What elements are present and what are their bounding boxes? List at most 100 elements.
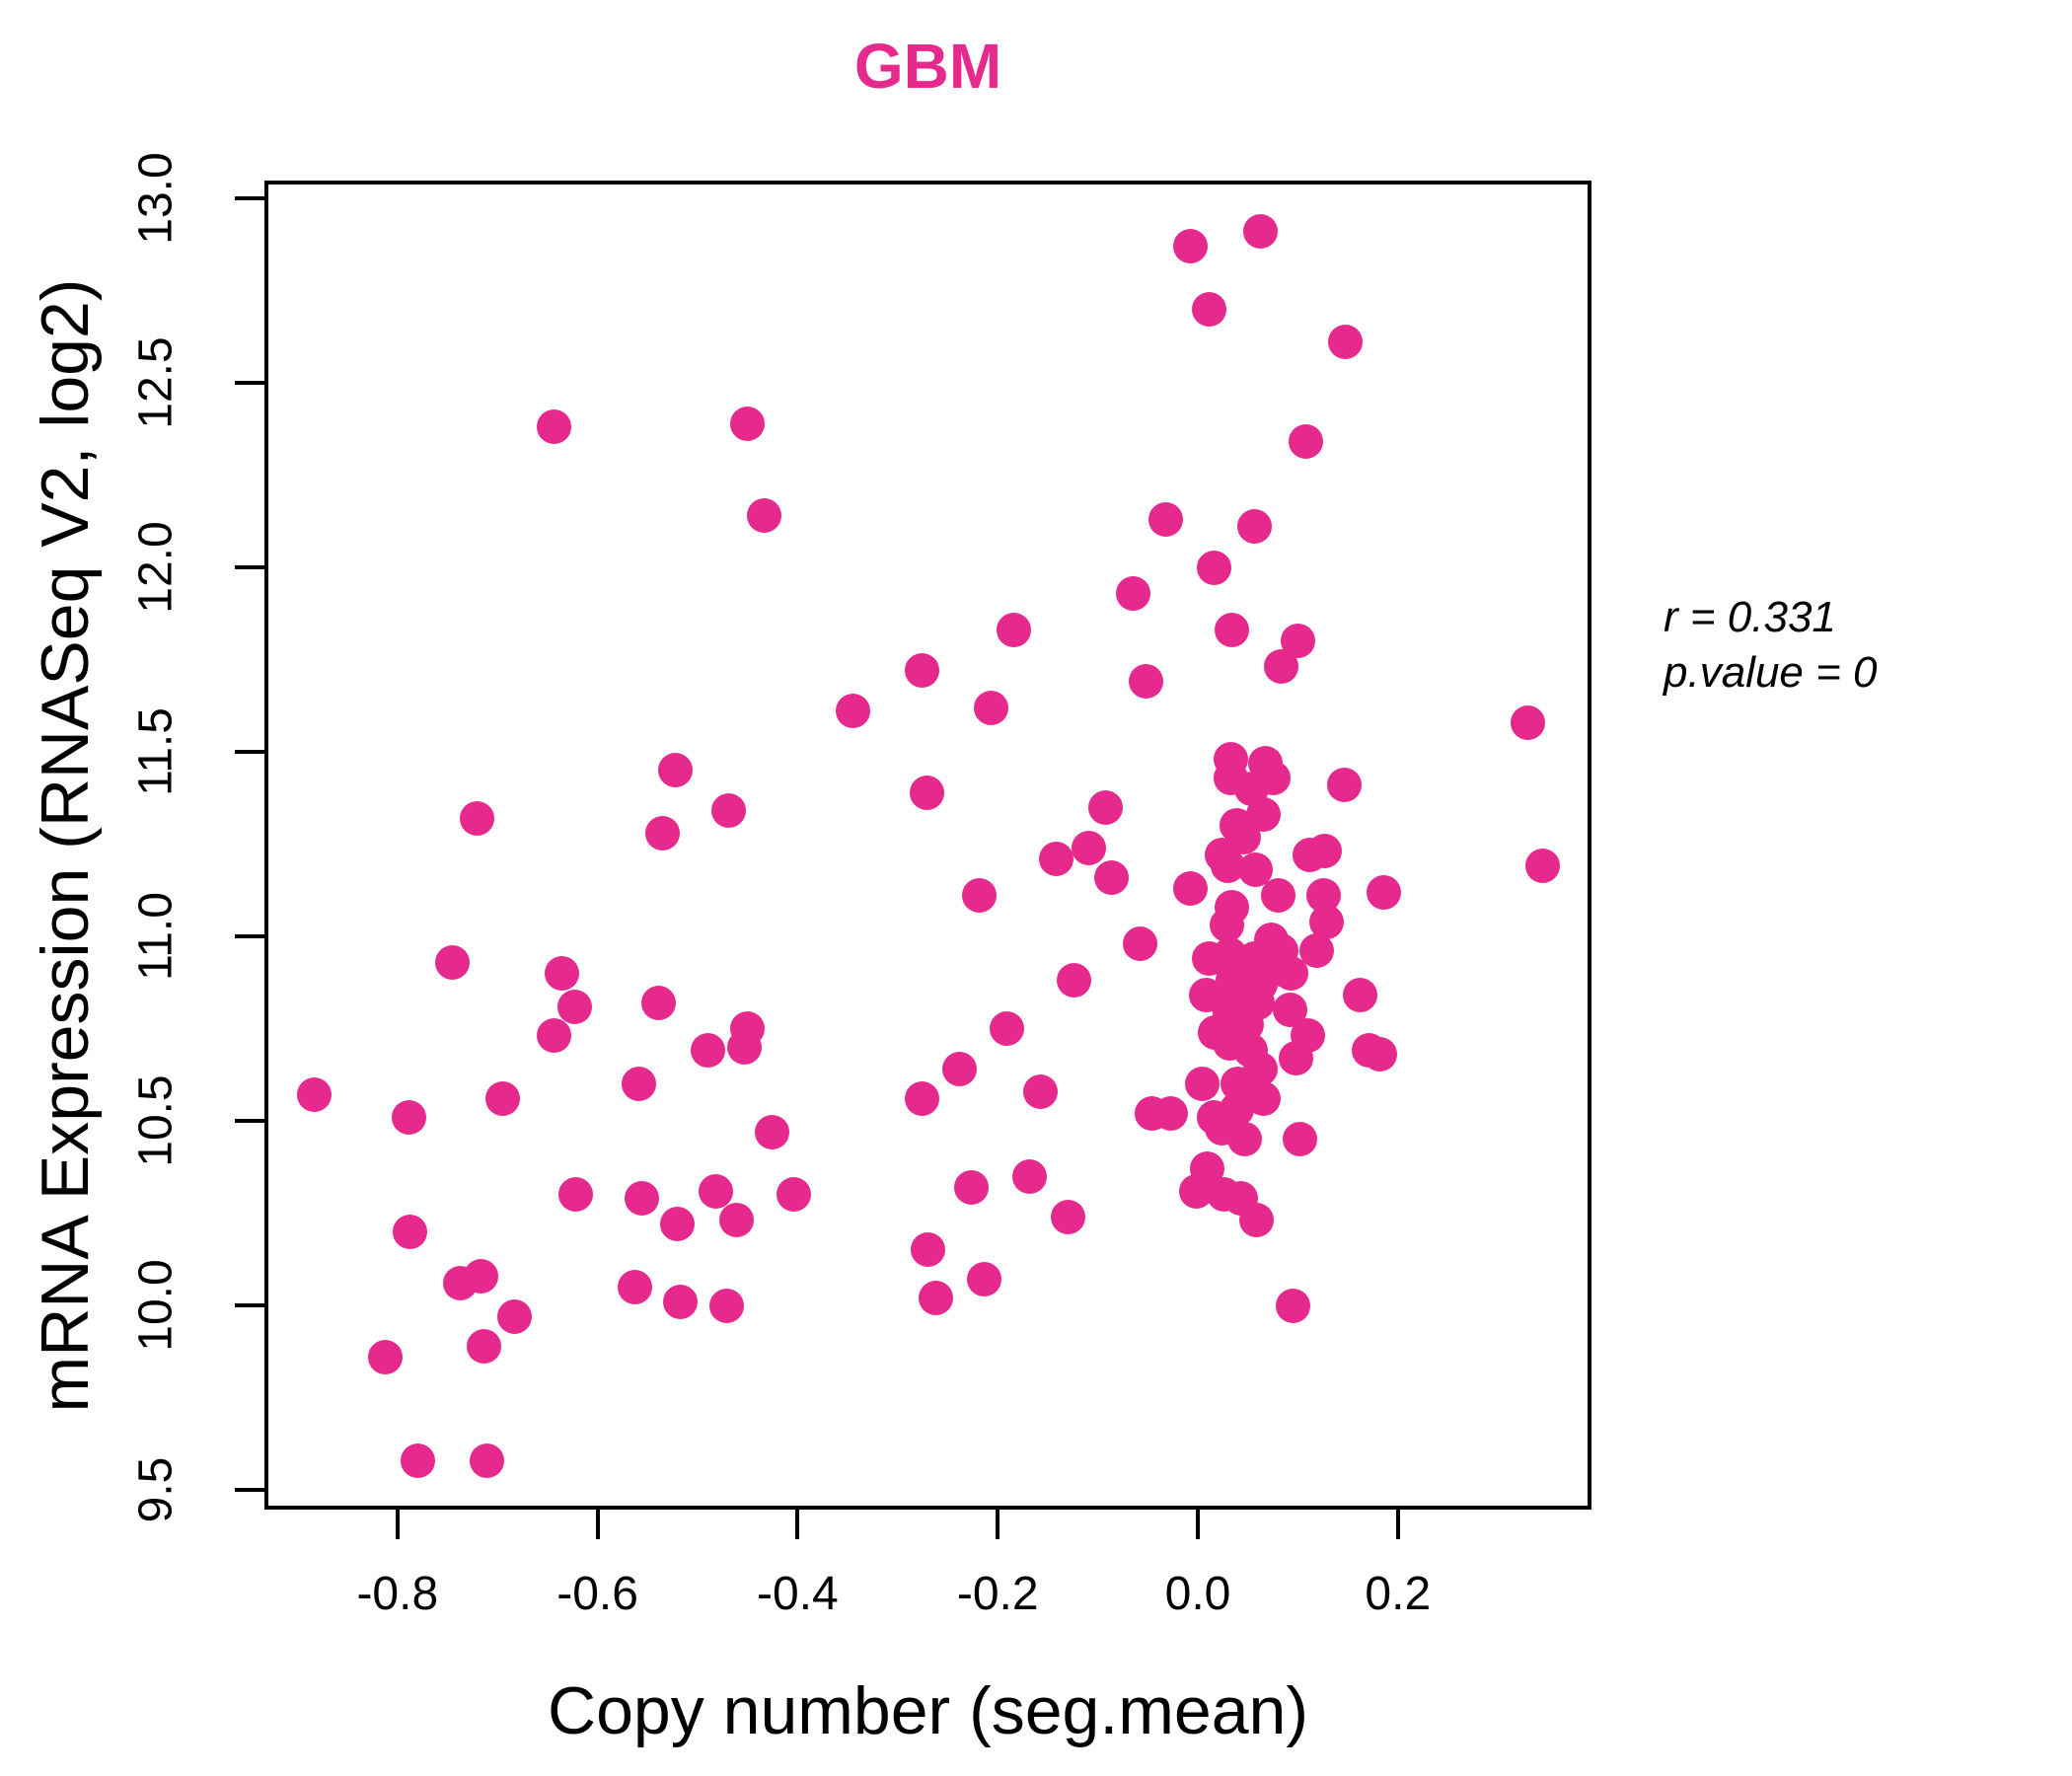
data-point [1088,789,1124,825]
x-axis-tick [595,1510,600,1539]
x-axis-tick [795,1510,800,1539]
annotation-p-value: p.value = 0 [1664,648,1878,697]
data-point [1246,1081,1282,1117]
annotation-r-value: r = 0.331 [1664,593,1836,641]
data-point [464,1258,499,1294]
data-point [617,1269,652,1304]
y-axis-tick-label: 13.0 [129,152,183,245]
data-point [1012,1158,1048,1194]
data-point [663,1284,699,1319]
data-point [1050,1199,1085,1234]
data-point [904,1081,939,1117]
y-axis-tick [235,750,264,754]
data-point [400,1443,435,1478]
data-point [1214,613,1249,648]
data-point [1134,1096,1169,1132]
y-axis-tick [235,934,264,938]
y-axis-tick-label: 12.0 [129,521,183,614]
data-point [1263,649,1298,685]
x-axis-tick-label: -0.6 [556,1568,638,1620]
data-point [1227,1122,1263,1157]
data-point [1299,933,1335,969]
x-axis-tick [1196,1510,1200,1539]
x-axis-tick [1395,1510,1400,1539]
y-axis-tick [235,1303,264,1307]
chart-title: GBM [853,31,1002,102]
data-point [460,800,495,836]
data-point [1525,849,1561,884]
data-point [1094,859,1130,895]
data-point [466,1328,501,1364]
data-point [719,1203,755,1238]
y-axis-tick-label: 11.5 [129,707,183,796]
data-point [1239,1203,1275,1238]
data-point [909,775,944,810]
data-point [1173,870,1209,906]
x-axis-tick-label: 0.0 [1164,1568,1231,1620]
x-axis-tick [395,1510,400,1539]
data-point [556,989,592,1024]
y-axis-tick-label: 9.5 [129,1456,183,1523]
data-point [962,878,998,914]
data-point [966,1262,1001,1297]
data-point [393,1214,428,1249]
data-point [942,1052,978,1087]
data-point [1128,664,1163,700]
data-point [484,1081,520,1117]
data-point [954,1169,990,1205]
data-point [1307,834,1343,869]
y-axis-tick-label: 10.0 [129,1259,183,1352]
data-point [435,944,471,980]
data-point [1122,925,1157,961]
y-axis-tick-label: 12.5 [129,336,183,429]
data-point [727,1029,763,1065]
data-point [1278,1040,1313,1075]
x-axis-tick [996,1510,1000,1539]
data-point [1038,841,1073,876]
data-point [1309,904,1345,939]
data-point [392,1099,427,1135]
data-point [1260,878,1295,914]
y-axis-tick [235,1488,264,1492]
data-point [1511,704,1546,740]
data-point [698,1173,733,1209]
data-point [730,406,766,441]
x-axis-tick-label: -0.2 [956,1568,1039,1620]
data-point [1115,575,1150,611]
data-point [1196,550,1231,585]
y-axis-tick [235,1119,264,1123]
data-point [658,753,694,788]
data-point [1275,1288,1310,1323]
y-axis-tick [235,381,264,385]
data-point [496,1298,532,1334]
data-point [918,1281,953,1316]
data-point [1237,509,1273,545]
data-point [1148,501,1184,537]
y-axis-tick-label: 10.5 [129,1074,183,1167]
data-point [747,498,782,534]
y-axis-tick [235,565,264,569]
data-point [469,1443,504,1478]
data-point [710,793,746,829]
data-point [1363,1037,1398,1073]
data-point [996,613,1031,648]
data-point [910,1232,945,1268]
data-point [368,1339,404,1374]
data-point [973,690,1008,725]
data-point [1056,963,1091,999]
data-point [776,1177,811,1213]
data-point [1289,424,1323,460]
x-axis-title: Copy number (seg.mean) [547,1673,1308,1748]
y-axis-tick-label: 11.0 [129,892,183,981]
data-point [1273,955,1308,991]
x-axis-tick-label: -0.8 [356,1568,439,1620]
data-point [754,1114,789,1149]
data-point [1191,291,1226,327]
data-point [640,985,676,1020]
data-point [1023,1073,1059,1109]
data-point [557,1177,593,1213]
data-point [297,1077,333,1113]
data-point [1071,830,1106,865]
data-point [989,1011,1024,1046]
data-point [904,653,939,689]
